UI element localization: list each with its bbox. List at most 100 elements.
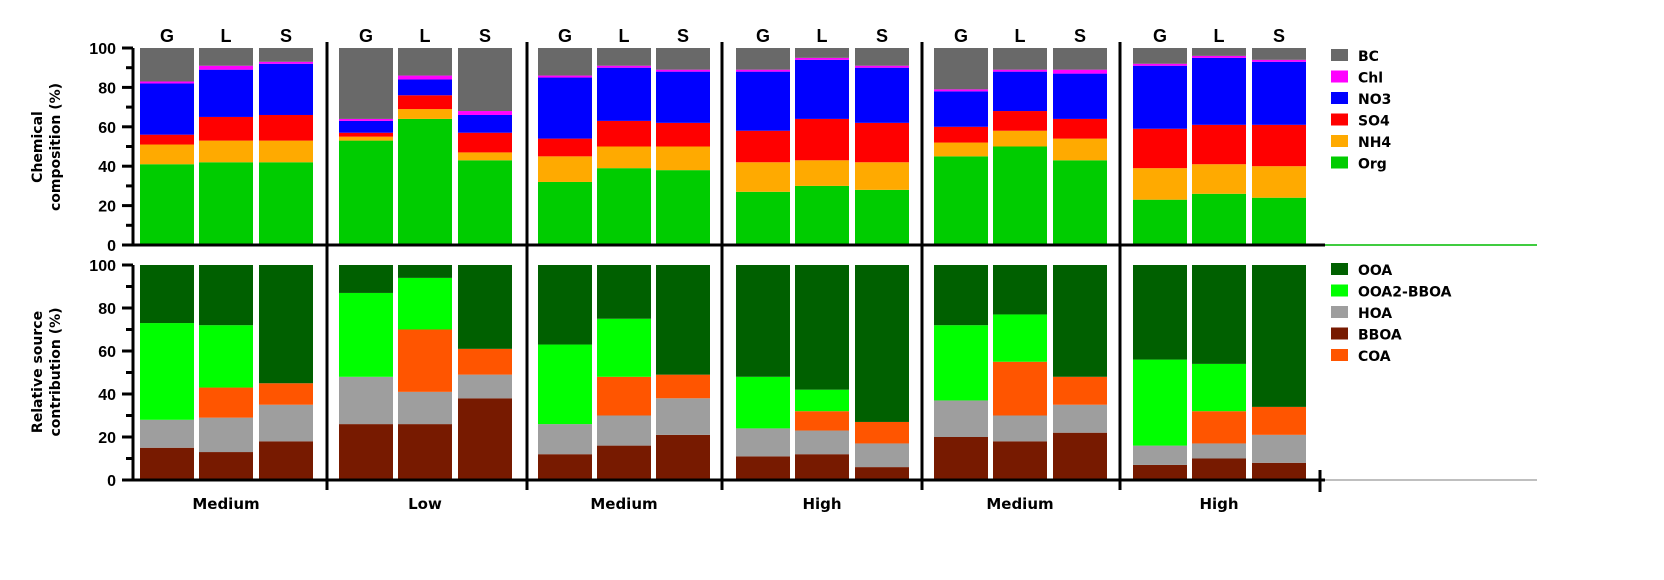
bar-segment-chl: [458, 111, 512, 115]
bar-segment-ooa2-bboa: [199, 325, 253, 388]
bar-segment-bc: [1053, 48, 1107, 70]
bar-segment-bc: [795, 48, 849, 58]
bar-segment-hoa: [855, 443, 909, 468]
legend-label-no3: NO3: [1358, 92, 1391, 108]
bar-segment-ooa2-bboa: [736, 376, 790, 429]
bar-segment-so4: [398, 95, 452, 110]
bar-category-label: G: [558, 26, 572, 46]
bar-segment-so4: [458, 132, 512, 153]
bar-segment-bboa: [795, 454, 849, 480]
legend-swatch-hoa: [1331, 306, 1348, 318]
bar-segment-no3: [1252, 61, 1306, 125]
bar-segment-so4: [597, 120, 651, 147]
bar-segment-no3: [458, 114, 512, 133]
bar-segment-org: [199, 162, 253, 245]
bar-segment-ooa: [140, 265, 194, 324]
bar-category-label: G: [954, 26, 968, 46]
bar-segment-chl: [1252, 59, 1306, 62]
bar-segment-hoa: [1133, 445, 1187, 465]
bar-segment-nh4: [795, 160, 849, 186]
bar-segment-bboa: [656, 434, 710, 480]
legend-label-so4: SO4: [1358, 114, 1390, 130]
bar-segment-bboa: [1053, 432, 1107, 480]
bar-segment-hoa: [199, 417, 253, 453]
bar-segment-ooa: [538, 265, 592, 345]
bar-segment-coa: [855, 421, 909, 444]
bar-segment-ooa2-bboa: [398, 277, 452, 330]
bar-segment-org: [538, 181, 592, 245]
bar-segment-bboa: [1192, 458, 1246, 480]
bar-segment-ooa: [934, 265, 988, 326]
bar-segment-org: [1252, 197, 1306, 245]
bar-segment-so4: [538, 138, 592, 157]
bar-category-label: L: [1214, 26, 1225, 46]
legend-swatch-org: [1331, 156, 1348, 169]
bar-category-label: S: [280, 26, 292, 46]
bar-segment-ooa: [597, 265, 651, 319]
bar-segment-chl: [736, 69, 790, 72]
legend-label-ooa2-bboa: OOA2-BBOA: [1358, 285, 1452, 301]
bar-segment-hoa: [538, 424, 592, 455]
bar-segment-so4: [339, 132, 393, 137]
bar-segment-hoa: [736, 428, 790, 457]
bar-segment-chl: [259, 61, 313, 64]
bar-segment-chl: [656, 69, 710, 72]
bar-segment-bboa: [458, 398, 512, 480]
bar-segment-ooa2-bboa: [934, 325, 988, 401]
bar-segment-hoa: [1053, 404, 1107, 433]
bar-segment-chl: [199, 65, 253, 70]
bar-segment-ooa: [1133, 265, 1187, 360]
y-tick-label: 20: [98, 199, 116, 216]
bar-category-label: G: [1153, 26, 1167, 46]
bar-segment-bc: [656, 48, 710, 70]
bar-category-label: L: [817, 26, 828, 46]
bar-segment-chl: [934, 89, 988, 92]
bar-segment-hoa: [398, 391, 452, 425]
bar-segment-coa: [1252, 406, 1306, 435]
bar-segment-org: [140, 164, 194, 245]
bar-segment-chl: [398, 75, 452, 80]
bar-segment-nh4: [1053, 138, 1107, 161]
bar-category-label: S: [1074, 26, 1086, 46]
bar-segment-org: [1133, 199, 1187, 245]
bar-segment-chl: [1053, 69, 1107, 74]
bar-segment-so4: [795, 118, 849, 161]
bar-segment-nh4: [597, 146, 651, 169]
bar-segment-chl: [795, 57, 849, 60]
y-tick-label: 60: [98, 344, 116, 361]
bar-segment-ooa: [1192, 265, 1246, 364]
bar-segment-hoa: [934, 400, 988, 437]
bar-segment-nh4: [1133, 168, 1187, 200]
bar-segment-org: [855, 189, 909, 245]
bar-segment-bboa: [597, 445, 651, 480]
bar-segment-hoa: [259, 404, 313, 442]
bar-segment-so4: [140, 134, 194, 145]
legend-swatch-bc: [1331, 49, 1348, 61]
bar-segment-hoa: [1192, 443, 1246, 459]
legend-swatch-nh4: [1331, 135, 1348, 147]
legend-label-ooa: OOA: [1358, 263, 1392, 279]
legend-label-nh4: NH4: [1358, 135, 1391, 151]
bar-segment-bboa: [199, 452, 253, 480]
bar-category-label: S: [1273, 26, 1285, 46]
bar-segment-coa: [795, 411, 849, 431]
bar-segment-bc: [259, 48, 313, 62]
bar-segment-hoa: [339, 376, 393, 425]
bar-segment-ooa2-bboa: [1192, 363, 1246, 412]
bar-segment-no3: [1192, 57, 1246, 125]
bar-segment-org: [339, 140, 393, 245]
bar-segment-bc: [597, 48, 651, 66]
bar-category-label: L: [1015, 26, 1026, 46]
legend-label-chl: Chl: [1358, 71, 1383, 87]
bar-segment-ooa: [855, 265, 909, 422]
y-tick-label: 20: [98, 430, 116, 447]
bar-segment-coa: [398, 329, 452, 392]
legend-swatch-ooa: [1331, 263, 1348, 275]
bar-segment-ooa: [458, 265, 512, 349]
bar-segment-ooa: [339, 265, 393, 293]
bar-category-label: G: [756, 26, 770, 46]
bar-segment-nh4: [259, 140, 313, 163]
bar-segment-bc: [736, 48, 790, 70]
y-tick-label: 60: [98, 120, 116, 137]
bar-segment-nh4: [458, 152, 512, 161]
